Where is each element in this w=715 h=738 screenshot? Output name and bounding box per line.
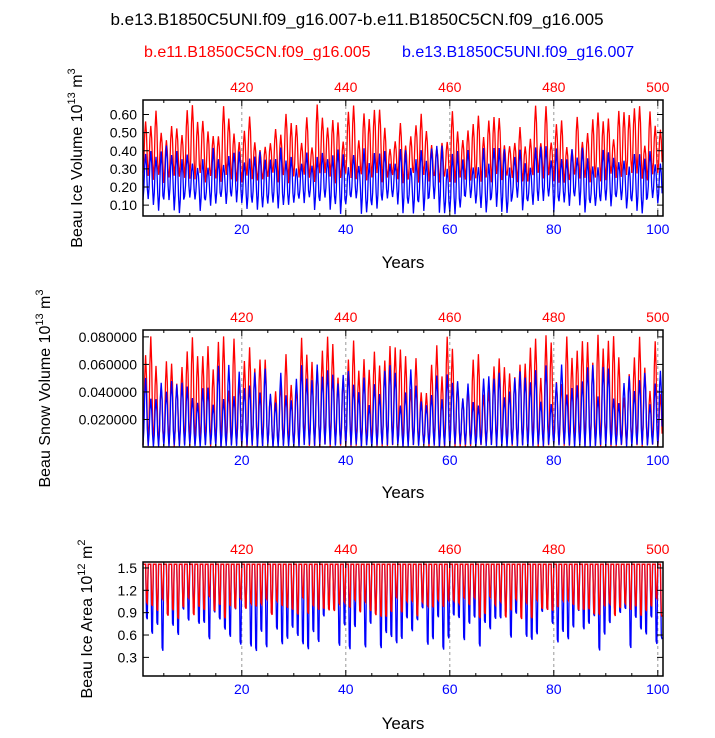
x-tick-label: 60: [442, 221, 458, 237]
y-tick-label: 0.50: [110, 125, 137, 141]
x-tick-label: 80: [546, 221, 562, 237]
y-tick-label: 0.020000: [79, 411, 138, 427]
x-axis-label: Years: [382, 483, 425, 502]
top-tick-label: 420: [230, 309, 254, 325]
top-tick-label: 440: [334, 309, 358, 325]
y-axis-label-base: Beau Ice Area 10: [79, 576, 96, 699]
y-axis-label-base: Beau Ice Volume 10: [69, 104, 86, 247]
plot-frame: [142, 561, 664, 677]
y-tick-label: 0.9: [118, 605, 138, 621]
x-tick-label: 20: [234, 681, 250, 697]
top-tick-label: 500: [646, 541, 670, 557]
top-tick-label: 440: [334, 541, 358, 557]
y-axis-label-unit-exp: 3: [66, 68, 78, 74]
top-tick-label: 440: [334, 79, 358, 95]
top-tick-label: 420: [230, 541, 254, 557]
plot-frame: [142, 329, 664, 448]
y-axis-label-unit-exp: 2: [76, 540, 88, 546]
x-tick-label: 100: [646, 681, 670, 697]
x-axis-label: Years: [382, 714, 425, 733]
y-axis-label-unit: m: [69, 74, 86, 92]
y-axis-label-exp: 13: [66, 92, 78, 104]
y-tick-label: 0.040000: [79, 384, 138, 400]
y-axis-label-unit: m: [37, 296, 54, 314]
y-tick-label: 0.6: [118, 627, 138, 643]
y-tick-label: 0.3: [118, 649, 138, 665]
y-tick-label: 0.080000: [79, 329, 138, 345]
x-tick-label: 20: [234, 452, 250, 468]
top-tick-label: 420: [230, 79, 254, 95]
x-axis-label: Years: [382, 253, 425, 272]
y-tick-label: 0.060000: [79, 356, 138, 372]
x-tick-label: 60: [442, 681, 458, 697]
panel-3: 20 40 60 80 100 420 440 460 480 500 0.3 0.6 0.9 1.2 1.…: [76, 540, 670, 733]
top-tick-label: 480: [542, 79, 566, 95]
x-tick-label: 80: [546, 681, 562, 697]
y-axis-label-unit: m: [79, 546, 96, 564]
panel-2: 20 40 60 80 100 420 440 460 480 500 0.020000 0.0400…: [34, 289, 670, 502]
y-axis-label: Beau Ice Area 1012 m2: [76, 540, 96, 699]
top-tick-label: 460: [438, 309, 462, 325]
x-tick-label: 40: [338, 221, 354, 237]
y-tick-label: 0.60: [110, 107, 137, 123]
legend-blue-label: b.e13.B1850C5UNI.f09_g16.007: [402, 44, 634, 61]
y-axis-label-unit-exp: 3: [34, 289, 46, 295]
top-tick-label: 460: [438, 79, 462, 95]
series-line-red: [143, 563, 663, 620]
x-tick-label: 80: [546, 452, 562, 468]
y-axis-label: Beau Ice Volume 1013 m3: [66, 68, 86, 247]
y-tick-label: 0.30: [110, 161, 137, 177]
y-tick-label: 0.10: [110, 197, 137, 213]
x-tick-label: 40: [338, 681, 354, 697]
plot-frame: [142, 99, 664, 217]
x-tick-label: 20: [234, 221, 250, 237]
series-line-blue: [142, 145, 663, 215]
y-axis-label: Beau Snow Volume 1013 m3: [34, 289, 54, 487]
x-tick-label: 100: [646, 221, 670, 237]
series-line-red: [142, 104, 663, 184]
panel-1: 20 40 60 80 100 420 440 460 480 500 0.10 0.20 0.30 0.…: [66, 68, 670, 272]
y-tick-label: 0.40: [110, 143, 137, 159]
y-tick-label: 1.2: [118, 582, 138, 598]
y-axis-label-exp: 13: [34, 313, 46, 325]
y-tick-label: 0.20: [110, 179, 137, 195]
top-tick-label: 480: [542, 309, 566, 325]
chart-title: b.e13.B1850C5UNI.f09_g16.007-b.e11.B1850…: [110, 10, 603, 29]
x-tick-label: 40: [338, 452, 354, 468]
top-tick-label: 500: [646, 309, 670, 325]
top-tick-label: 500: [646, 79, 670, 95]
top-tick-label: 480: [542, 541, 566, 557]
legend-red-label: b.e11.B1850C5CN.f09_g16.005: [144, 44, 371, 61]
top-tick-label: 460: [438, 541, 462, 557]
y-axis-label-base: Beau Snow Volume 10: [37, 326, 54, 488]
x-tick-label: 100: [646, 452, 670, 468]
x-tick-label: 60: [442, 452, 458, 468]
series-line-blue: [142, 364, 663, 448]
y-tick-label: 1.5: [118, 560, 138, 576]
y-axis-label-exp: 12: [76, 563, 88, 575]
